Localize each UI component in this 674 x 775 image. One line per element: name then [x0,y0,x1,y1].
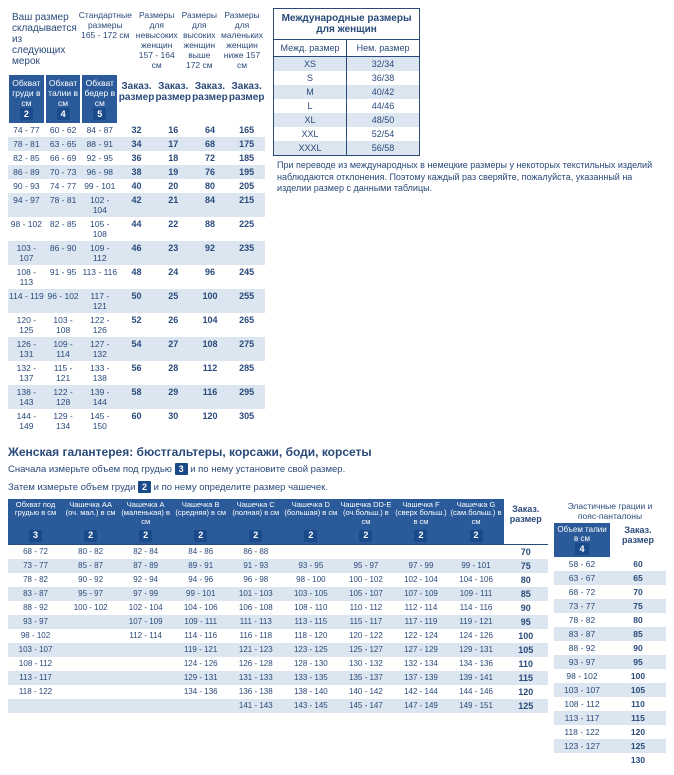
bra-order-label: Заказ. размер [504,499,548,528]
bra-row: 108 - 112124 - 126126 - 128128 - 130130 … [8,657,548,671]
measure-header: Обхват талии в см4 [46,75,81,123]
elastic-row: 118 - 122120 [554,725,666,739]
elastic-row: 98 - 102100 [554,669,666,683]
size-row: 98 - 10282 - 85105 - 108442288225 [8,217,265,241]
size-row: 86 - 8970 - 7396 - 98381976195 [8,165,265,179]
bra-row: 83 - 8795 - 9797 - 9999 - 101101 - 10310… [8,587,548,601]
elastic-row: 130 [554,753,666,767]
intl-h2: Нем. размер [347,40,419,56]
elastic-table: Эластичные грации и пояс-панталоны Объем… [554,499,666,767]
size-row: 90 - 9374 - 7799 - 101402080205 [8,179,265,193]
bra-badge: 2 [63,528,118,544]
bra-badge: 2 [228,528,283,544]
size-row: 144 - 149129 - 134145 - 1506030120305 [8,409,265,433]
bra-header: Чашечка В (средняя) в см [173,499,228,528]
elastic-row: 93 - 9795 [554,655,666,669]
elastic-row: 83 - 8785 [554,627,666,641]
elastic-row: 113 - 117115 [554,711,666,725]
size-row: 82 - 8566 - 6992 - 95361872185 [8,151,265,165]
bra-header: Чашечка G (сам.больш.) в см [449,499,504,528]
intl-row: L44/46 [274,99,419,113]
elastic-row: 108 - 112110 [554,697,666,711]
order-label: Заказ. размер [228,75,265,123]
bra-row: 88 - 92100 - 102102 - 104104 - 106106 - … [8,601,548,615]
intl-title: Международные размеры для женщин [274,9,419,40]
elastic-row: 103 - 107105 [554,683,666,697]
order-label: Заказ. размер [118,75,155,123]
elastic-row: 68 - 7270 [554,585,666,599]
elastic-row: 123 - 127125 [554,739,666,753]
bra-row: 73 - 7785 - 8787 - 8989 - 9191 - 9393 - … [8,559,548,573]
bra-badge: 2 [449,528,504,544]
size-row: 103 - 10786 - 90109 - 112462392235 [8,241,265,265]
order-label: Заказ. размер [155,75,192,123]
bra-row: 68 - 7280 - 8282 - 8484 - 8686 - 8870 [8,545,548,559]
intl-row: XL48/50 [274,113,419,127]
bra-badge: 2 [283,528,338,544]
badge-2: 2 [138,481,151,493]
size-row: 126 - 131109 - 114127 - 1325427108275 [8,337,265,361]
elastic-h2: Заказ. размер [610,523,666,557]
badge-3: 3 [175,463,188,475]
main-size-table: Ваш размер складывается из следующих мер… [8,8,265,433]
bra-badge: 2 [173,528,228,544]
intl-row: XS32/34 [274,57,419,71]
elastic-h1: Объем талии в см4 [554,523,610,557]
bra-badge: 2 [393,528,448,544]
intl-row: XXL52/54 [274,127,419,141]
elastic-row: 78 - 8280 [554,613,666,627]
section2-sub1: Сначала измерьте объем под грудью 3 и по… [8,463,666,475]
intl-note: При переводе из международных в немецкие… [273,156,666,199]
intl-row: S36/38 [274,71,419,85]
bra-header: Чашечка C (полная) в см [228,499,283,528]
bra-header: Чашечка АА (оч. мал.) в см [63,499,118,528]
intro-text: Ваш размер складывается из следующих мер… [8,8,77,75]
colgroup-header: Размеры для невысоких женщин 157 - 164 с… [134,8,180,75]
bra-badge: 2 [118,528,173,544]
size-row: 108 - 11391 - 95113 - 116482496245 [8,265,265,289]
bra-row: 93 - 97107 - 109109 - 111111 - 113113 - … [8,615,548,629]
measure-header: Обхват груди в см2 [9,75,44,123]
elastic-row: 58 - 6260 [554,557,666,571]
section2-title: Женская галантерея: бюстгальтеры, корсаж… [8,445,666,459]
bra-badge: 3 [8,528,63,544]
bra-row: 141 - 143143 - 145145 - 147147 - 149149 … [8,699,548,713]
bra-header: Чашечка А (маленькая) в см [118,499,173,528]
bra-header: Обхват под грудью в см [8,499,63,528]
bra-table: Обхват под грудью в смЧашечка АА (оч. ма… [8,499,548,767]
intl-row: M40/42 [274,85,419,99]
bra-header: Чашечка D (большая) в см [283,499,338,528]
intl-h1: Межд. размер [274,40,347,56]
bra-row: 113 - 117129 - 131131 - 133133 - 135135 … [8,671,548,685]
bra-row: 98 - 102112 - 114114 - 116116 - 118118 -… [8,629,548,643]
size-row: 120 - 125103 - 108122 - 1265226104265 [8,313,265,337]
bra-row: 118 - 122134 - 136136 - 138138 - 140140 … [8,685,548,699]
elastic-title: Эластичные грации и пояс-панталоны [554,499,666,523]
intl-panel: Международные размеры для женщин Межд. р… [273,8,666,433]
size-row: 94 - 9778 - 81102 - 104422184215 [8,193,265,217]
size-row: 114 - 11996 - 102117 - 1215025100255 [8,289,265,313]
size-row: 74 - 7760 - 6284 - 87321664165 [8,123,265,137]
bra-row: 103 - 107119 - 121121 - 123123 - 125125 … [8,643,548,657]
elastic-row: 73 - 7775 [554,599,666,613]
size-row: 138 - 143122 - 128139 - 1445829116295 [8,385,265,409]
colgroup-header: Стандартные размеры 165 - 172 см [77,8,134,75]
bra-row: 78 - 8290 - 9292 - 9494 - 9696 - 9898 - … [8,573,548,587]
size-row: 78 - 8163 - 6588 - 91341768175 [8,137,265,151]
bra-header: Чашечка F (сверх больш.) в см [393,499,448,528]
colgroup-header: Размеры для высоких женщин выше 172 см [180,8,219,75]
order-label: Заказ. размер [192,75,229,123]
elastic-row: 88 - 9290 [554,641,666,655]
size-row: 132 - 137115 - 121133 - 1385628112285 [8,361,265,385]
intl-row: XXXL56/58 [274,141,419,155]
bra-badge: 2 [338,528,393,544]
measure-header: Обхват бедер в см5 [82,75,117,123]
elastic-row: 63 - 6765 [554,571,666,585]
bra-header: Чашечка DD-Е (оч.больш.) в см [338,499,393,528]
colgroup-header: Размеры для маленьких женщин ниже 157 см [219,8,265,75]
section2-sub2: Затем измерьте объем груди 2 и по нему о… [8,481,666,493]
